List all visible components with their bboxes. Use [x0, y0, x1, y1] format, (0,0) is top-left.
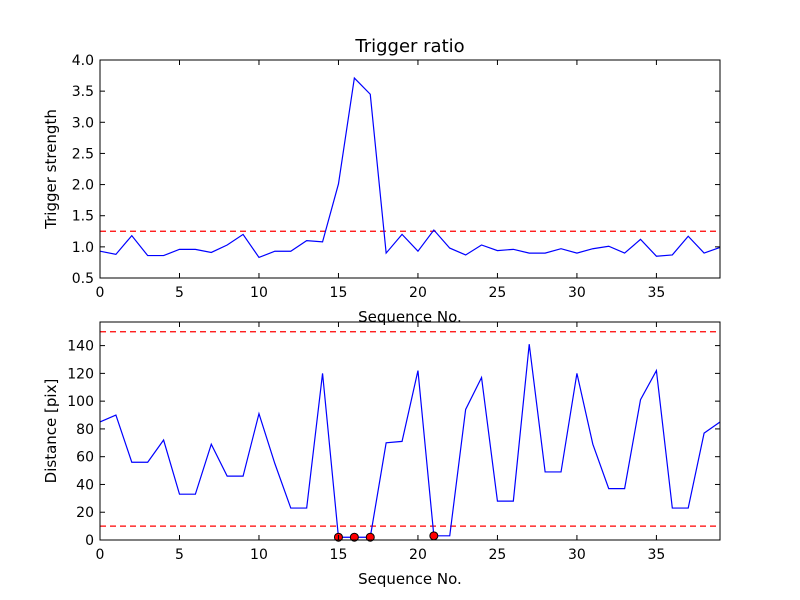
y-tick-label: 1.0 — [72, 240, 94, 256]
y-tick-label: 1.5 — [72, 209, 94, 225]
x-tick-label: 15 — [330, 547, 348, 563]
x-tick-label: 10 — [250, 285, 268, 301]
distance-panel: 0 5 10 15 20 25 30 35 0 20 40 60 80 100 120 140 Sequence… — [42, 321, 721, 588]
x-tick-label: 0 — [96, 285, 105, 301]
series-line — [99, 76, 721, 259]
y-tick-label: 60 — [76, 450, 94, 466]
chart-title: Trigger ratio — [354, 36, 464, 57]
y-axis-label: Distance [pix] — [42, 379, 60, 484]
x-tick-label: 25 — [489, 285, 507, 301]
y-tick-label: 4.0 — [72, 53, 94, 69]
plot-frame — [99, 59, 721, 279]
highlighted-point — [365, 532, 375, 542]
highlighted-point — [349, 532, 359, 542]
x-tick-label: 30 — [568, 547, 586, 563]
y-tick-label: 100 — [67, 394, 94, 410]
y-tick-label: 3.0 — [72, 115, 94, 131]
x-tick-label: 10 — [250, 547, 268, 563]
x-tick-label: 25 — [489, 547, 507, 563]
x-tick-label: 15 — [330, 285, 348, 301]
y-tick-label: 2.5 — [72, 146, 94, 162]
highlighted-point — [429, 531, 439, 541]
y-tick-label: 20 — [76, 505, 94, 521]
x-tick-label: 5 — [175, 547, 184, 563]
y-tick-label: 3.5 — [72, 84, 94, 100]
series-line — [99, 344, 721, 538]
y-tick-label: 40 — [76, 477, 94, 493]
x-tick-label: 20 — [409, 547, 427, 563]
x-tick-label: 35 — [647, 285, 665, 301]
x-tick-label: 35 — [647, 547, 665, 563]
x-tick-label: 5 — [175, 285, 184, 301]
x-tick-label: 20 — [409, 285, 427, 301]
y-tick-label: 140 — [67, 339, 94, 355]
x-axis-label: Sequence No. — [358, 570, 462, 588]
y-tick-label: 0.5 — [72, 271, 94, 287]
y-axis-label: Trigger strength — [42, 109, 60, 230]
y-tick-label: 2.0 — [72, 178, 94, 194]
y-tick-label: 80 — [76, 422, 94, 438]
plot-frame — [99, 321, 721, 541]
trigger-ratio-panel: Trigger ratio 0 5 10 15 20 25 30 35 0.5 1.0 1.5 2.0… — [42, 36, 721, 326]
y-tick-label: 120 — [67, 366, 94, 382]
y-tick-label: 0 — [85, 533, 94, 549]
x-tick-label: 30 — [568, 285, 586, 301]
x-axis-label: Sequence No. — [358, 308, 462, 326]
x-tick-label: 0 — [96, 547, 105, 563]
